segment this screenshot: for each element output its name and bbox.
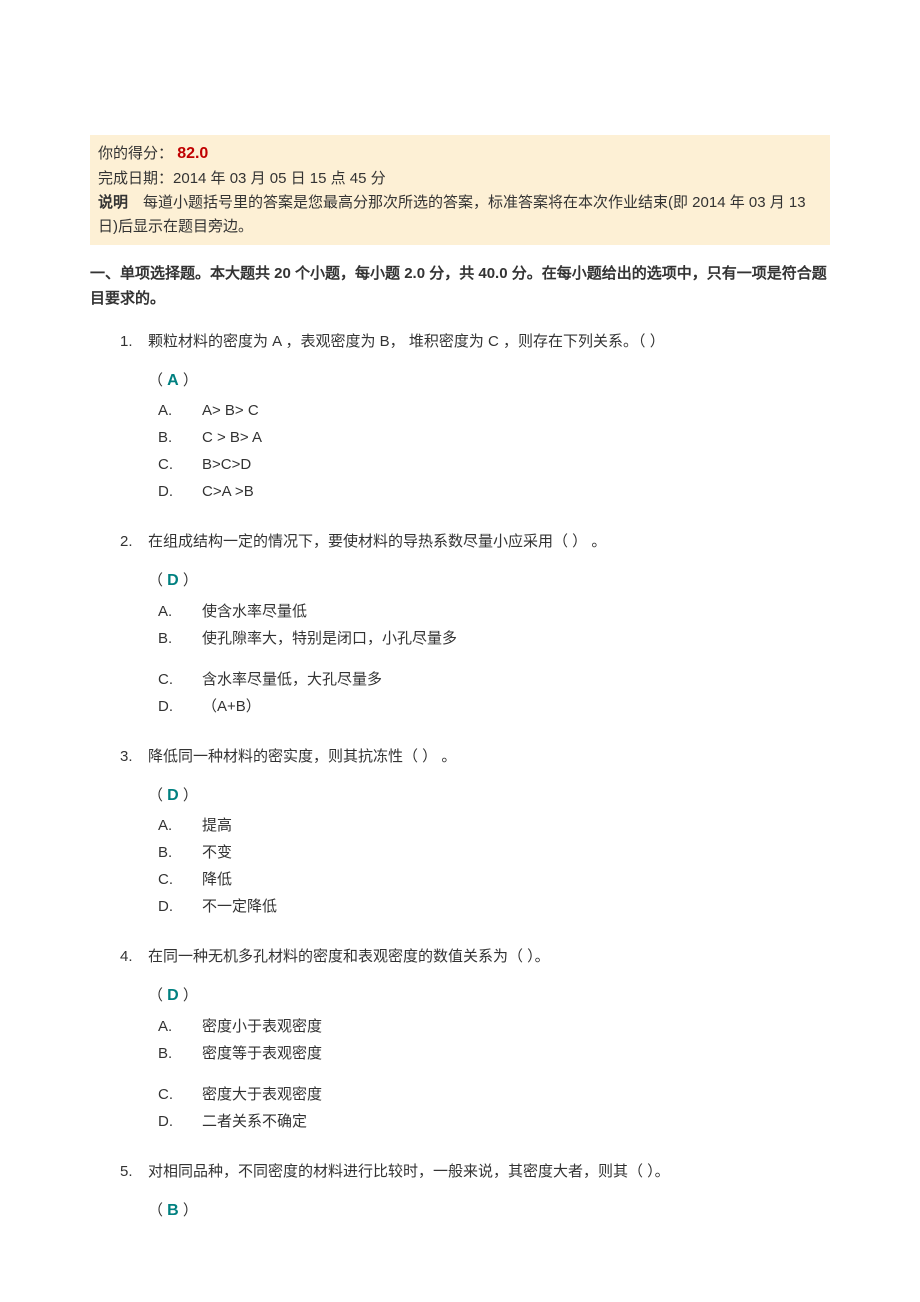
answer-mark: （ D ）	[120, 783, 830, 809]
option-text: （A+B）	[202, 695, 830, 719]
question-stem: 5.对相同品种，不同密度的材料进行比较时，一般来说，其密度大者，则其（ ）。	[120, 1160, 830, 1184]
option-text: 提高	[202, 814, 830, 838]
desc-label: 说明	[98, 194, 128, 211]
desc-text: 每道小题括号里的答案是您最高分那次所选的答案，标准答案将在本次作业结束(即 20…	[98, 194, 806, 235]
question-block: 5.对相同品种，不同密度的材料进行比较时，一般来说，其密度大者，则其（ ）。 （ …	[90, 1160, 830, 1224]
question-text: 颗粒材料的密度为 A ，表观密度为 B， 堆积密度为 C ，则存在下列关系。（ …	[148, 330, 830, 354]
option-row: B.密度等于表观密度	[158, 1042, 830, 1066]
option-letter: C.	[158, 1083, 202, 1107]
option-row: D.二者关系不确定	[158, 1110, 830, 1134]
option-row: C.B>C>D	[158, 453, 830, 477]
section-title: 一、单项选择题。本大题共 20 个小题，每小题 2.0 分，共 40.0 分。在…	[90, 261, 830, 312]
option-text: 二者关系不确定	[202, 1110, 830, 1134]
option-row: C.含水率尽量低，大孔尽量多	[158, 668, 830, 692]
answer-letter: D	[167, 787, 179, 804]
option-row: B.使孔隙率大，特别是闭口，小孔尽量多	[158, 627, 830, 651]
option-text: 使含水率尽量低	[202, 600, 830, 624]
options-list: A.A> B> CB.C > B> AC.B>C>DD. C>A >B	[120, 399, 830, 504]
answer-letter: A	[167, 372, 179, 389]
question-number: 5.	[120, 1160, 148, 1184]
option-letter: A.	[158, 1015, 202, 1039]
question-block: 1.颗粒材料的密度为 A ，表观密度为 B， 堆积密度为 C ，则存在下列关系。…	[90, 330, 830, 505]
question-text: 在同一种无机多孔材料的密度和表观密度的数值关系为（ ）。	[148, 945, 830, 969]
question-number: 3.	[120, 745, 148, 769]
option-letter: D.	[158, 895, 202, 919]
option-text: 密度小于表观密度	[202, 1015, 830, 1039]
option-text: 不一定降低	[202, 895, 830, 919]
option-text: C>A >B	[202, 480, 830, 504]
questions-container: 1.颗粒材料的密度为 A ，表观密度为 B， 堆积密度为 C ，则存在下列关系。…	[90, 330, 830, 1224]
options-list: A.密度小于表观密度B.密度等于表观密度C.密度大于表观密度D.二者关系不确定	[120, 1015, 830, 1134]
question-stem: 3.降低同一种材料的密实度，则其抗冻性（ ） 。	[120, 745, 830, 769]
option-letter: C.	[158, 668, 202, 692]
option-letter: B.	[158, 426, 202, 450]
option-letter: B.	[158, 1042, 202, 1066]
option-row: A.A> B> C	[158, 399, 830, 423]
option-letter: A.	[158, 814, 202, 838]
date-label: 完成日期：	[98, 170, 173, 187]
answer-letter: D	[167, 572, 179, 589]
option-letter: D.	[158, 1110, 202, 1134]
options-list: A.提高B.不变C.降低D.不一定降低	[120, 814, 830, 919]
option-text: 密度等于表观密度	[202, 1042, 830, 1066]
option-text: A> B> C	[202, 399, 830, 423]
option-row: D. C>A >B	[158, 480, 830, 504]
option-row: B.不变	[158, 841, 830, 865]
option-row: B.C > B> A	[158, 426, 830, 450]
option-row: A.使含水率尽量低	[158, 600, 830, 624]
answer-mark: （ A ）	[120, 368, 830, 394]
option-gap	[158, 654, 830, 668]
question-number: 1.	[120, 330, 148, 354]
answer-letter: B	[167, 1202, 179, 1219]
answer-mark: （ D ）	[120, 983, 830, 1009]
question-text: 降低同一种材料的密实度，则其抗冻性（ ） 。	[148, 745, 830, 769]
option-letter: D.	[158, 695, 202, 719]
answer-mark: （ B ）	[120, 1198, 830, 1224]
answer-mark: （ D ）	[120, 568, 830, 594]
score-label: 你的得分：	[98, 145, 173, 162]
option-letter: C.	[158, 868, 202, 892]
header-box: 你的得分： 82.0 完成日期：2014 年 03 月 05 日 15 点 45…	[90, 135, 830, 245]
option-text: 含水率尽量低，大孔尽量多	[202, 668, 830, 692]
option-text: 密度大于表观密度	[202, 1083, 830, 1107]
options-list: A.使含水率尽量低B.使孔隙率大，特别是闭口，小孔尽量多C.含水率尽量低，大孔尽…	[120, 600, 830, 719]
desc-line: 说明 每道小题括号里的答案是您最高分那次所选的答案，标准答案将在本次作业结束(即…	[98, 191, 822, 239]
option-letter: A.	[158, 600, 202, 624]
score-value: 82.0	[177, 145, 208, 162]
option-row: D.不一定降低	[158, 895, 830, 919]
option-row: A.密度小于表观密度	[158, 1015, 830, 1039]
option-row: C.密度大于表观密度	[158, 1083, 830, 1107]
option-text: 不变	[202, 841, 830, 865]
option-row: C.降低	[158, 868, 830, 892]
option-text: 降低	[202, 868, 830, 892]
question-stem: 4.在同一种无机多孔材料的密度和表观密度的数值关系为（ ）。	[120, 945, 830, 969]
answer-letter: D	[167, 987, 179, 1004]
date-line: 完成日期：2014 年 03 月 05 日 15 点 45 分	[98, 167, 822, 191]
option-row: D.（A+B）	[158, 695, 830, 719]
option-gap	[158, 1069, 830, 1083]
option-letter: C.	[158, 453, 202, 477]
option-text: C > B> A	[202, 426, 830, 450]
question-number: 2.	[120, 530, 148, 554]
option-letter: D.	[158, 480, 202, 504]
question-text: 对相同品种，不同密度的材料进行比较时，一般来说，其密度大者，则其（ ）。	[148, 1160, 830, 1184]
question-number: 4.	[120, 945, 148, 969]
question-block: 3.降低同一种材料的密实度，则其抗冻性（ ） 。（ D ）A.提高B.不变C.降…	[90, 745, 830, 920]
option-letter: B.	[158, 841, 202, 865]
question-block: 4.在同一种无机多孔材料的密度和表观密度的数值关系为（ ）。 （ D ） A.密度小…	[90, 945, 830, 1134]
question-stem: 2.在组成结构一定的情况下，要使材料的导热系数尽量小应采用（ ） 。	[120, 530, 830, 554]
question-block: 2.在组成结构一定的情况下，要使材料的导热系数尽量小应采用（ ） 。 （ D ） A…	[90, 530, 830, 719]
option-row: A.提高	[158, 814, 830, 838]
option-letter: B.	[158, 627, 202, 651]
date-value: 2014 年 03 月 05 日 15 点 45 分	[173, 170, 386, 187]
question-stem: 1.颗粒材料的密度为 A ，表观密度为 B， 堆积密度为 C ，则存在下列关系。…	[120, 330, 830, 354]
question-text: 在组成结构一定的情况下，要使材料的导热系数尽量小应采用（ ） 。	[148, 530, 830, 554]
option-text: B>C>D	[202, 453, 830, 477]
score-line: 你的得分： 82.0	[98, 141, 822, 167]
option-letter: A.	[158, 399, 202, 423]
option-text: 使孔隙率大，特别是闭口，小孔尽量多	[202, 627, 830, 651]
